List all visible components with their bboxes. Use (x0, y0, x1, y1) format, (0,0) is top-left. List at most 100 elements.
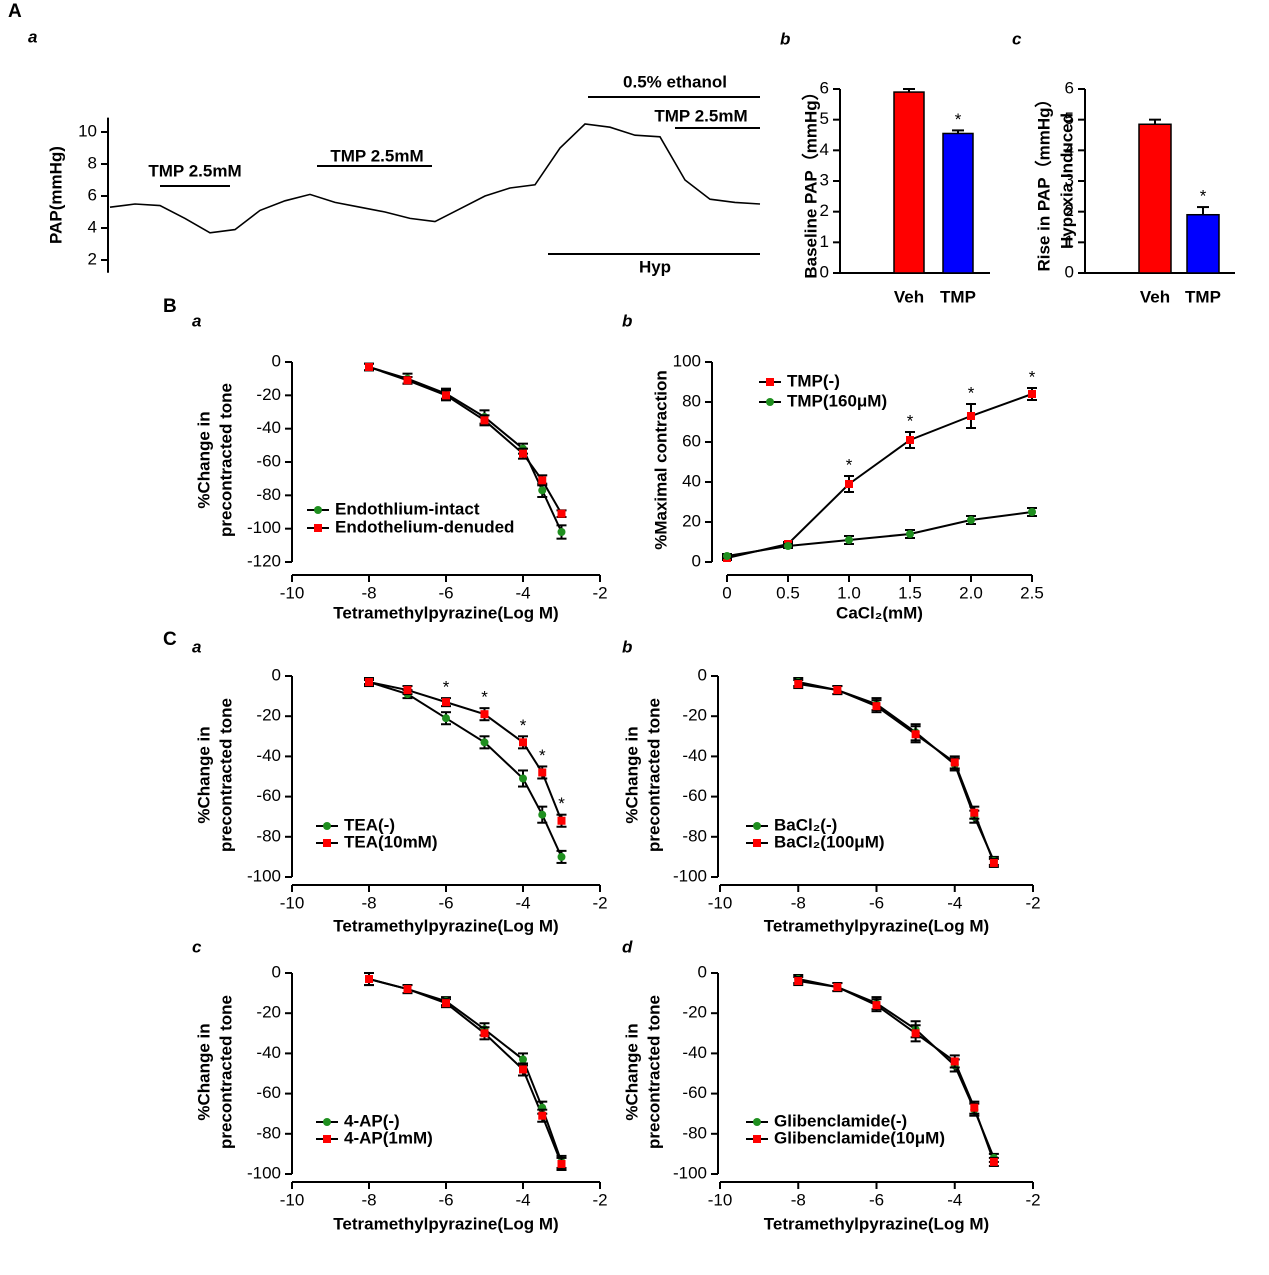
marker (784, 542, 792, 550)
marker (480, 738, 489, 747)
y-tick-label: -20 (256, 385, 281, 404)
marker (557, 528, 566, 536)
x-tick-label: -8 (361, 893, 376, 912)
y-tick-label: 8 (88, 153, 97, 172)
legend-label: Endothlium-intact (335, 499, 480, 518)
x-tick-label: 1.0 (837, 583, 861, 602)
y-tick-label: -40 (682, 1043, 707, 1062)
y-axis-label: Baseline PAP（mmHg） (800, 83, 820, 278)
trace-line (109, 123, 761, 234)
marker (911, 730, 920, 739)
legend-marker (766, 378, 774, 386)
marker (989, 1157, 998, 1166)
legend-marker (323, 1135, 331, 1143)
panel-label: a (192, 311, 201, 330)
x-tick-label: -4 (947, 893, 962, 912)
marker (403, 686, 412, 695)
marker (967, 516, 975, 524)
legend-label: TMP(-) (787, 371, 840, 390)
marker (967, 412, 975, 420)
marker (845, 480, 853, 488)
legend-marker (753, 839, 761, 847)
y-tick-label: -100 (673, 1163, 707, 1182)
x-tick-label: -4 (515, 893, 530, 912)
significance: * (558, 794, 565, 813)
marker (794, 680, 803, 689)
x-tick-label: -10 (708, 1190, 733, 1209)
marker (906, 530, 914, 538)
y-tick-label: 0 (692, 551, 701, 570)
y-tick-label: 6 (88, 185, 97, 204)
significance: * (1029, 367, 1036, 386)
y-tick-label: -100 (247, 1163, 281, 1182)
y-tick-label: 60 (682, 431, 701, 450)
legend-label: 4-AP(1mM) (344, 1128, 433, 1147)
y-tick-label: -20 (682, 1003, 707, 1022)
marker (442, 391, 450, 400)
y-tick-label: 4 (88, 217, 97, 236)
marker (365, 975, 373, 984)
significance: * (968, 383, 975, 402)
y-tick-label: -100 (673, 866, 707, 885)
x-tick-label: -2 (592, 583, 607, 602)
bar (893, 91, 925, 274)
y-tick-label: -20 (256, 706, 281, 725)
y-axis-label: %Maximal contraction (651, 370, 670, 550)
x-tick-label: -2 (1025, 1190, 1040, 1209)
x-tick-label: -2 (1025, 893, 1040, 912)
x-tick-label: -2 (592, 1190, 607, 1209)
y-axis-label: Hypoxia Induced (1057, 113, 1076, 249)
x-tick-label: Veh (1140, 287, 1170, 306)
x-axis-label: CaCl₂(mM) (836, 603, 923, 622)
y-tick-label: 5 (1065, 109, 1074, 128)
legend-label: BaCl₂(100μM) (774, 832, 885, 851)
y-axis-label: precontracted tone (216, 698, 235, 852)
x-tick-label: -10 (280, 1190, 305, 1209)
x-axis-label: Tetramethylpyrazine(Log M) (764, 1214, 989, 1233)
y-tick-label: 40 (682, 471, 701, 490)
panel-label: a (192, 637, 201, 656)
x-tick-label: -4 (947, 1190, 962, 1209)
x-tick-label: -8 (791, 1190, 806, 1209)
y-tick-label: -40 (256, 746, 281, 765)
x-axis-label: Tetramethylpyrazine(Log M) (764, 916, 989, 935)
y-tick-label: 0 (1065, 262, 1074, 281)
panel-label: a (28, 27, 37, 46)
panel-label: b (622, 637, 632, 656)
annotation: Hyp (639, 257, 671, 276)
marker (442, 698, 450, 707)
y-axis-label: %Change in (194, 1023, 213, 1120)
marker (970, 1103, 979, 1112)
x-tick-label: -8 (361, 1190, 376, 1209)
y-tick-label: 10 (78, 121, 97, 140)
y-axis-label: Rise in PAP（mmHg） (1033, 90, 1053, 271)
marker (538, 768, 547, 777)
marker (911, 1029, 920, 1038)
y-tick-label: -80 (256, 485, 281, 504)
y-tick-label: -60 (256, 1083, 281, 1102)
significance: * (443, 678, 450, 697)
x-tick-label: -6 (438, 893, 453, 912)
y-tick-label: -60 (682, 1083, 707, 1102)
y-tick-label: 0 (272, 962, 281, 981)
x-axis-label: Tetramethylpyrazine(Log M) (333, 916, 558, 935)
legend-marker (314, 506, 322, 514)
y-tick-label: -80 (682, 1123, 707, 1142)
legend-label: TEA(-) (344, 815, 395, 834)
marker (519, 1055, 527, 1064)
marker (519, 1065, 527, 1074)
marker (950, 758, 959, 767)
panel-label: c (192, 937, 202, 956)
marker (872, 1001, 881, 1010)
y-tick-label: -120 (247, 551, 281, 570)
legend-marker (323, 839, 331, 847)
marker (970, 808, 979, 817)
significance: * (846, 455, 853, 474)
y-tick-label: -60 (256, 451, 281, 470)
marker (557, 816, 566, 825)
y-tick-label: -100 (247, 866, 281, 885)
y-axis-label: precontracted tone (644, 995, 663, 1149)
marker (845, 536, 853, 544)
annotation: TMP 2.5mM (654, 106, 747, 125)
marker (538, 810, 547, 819)
